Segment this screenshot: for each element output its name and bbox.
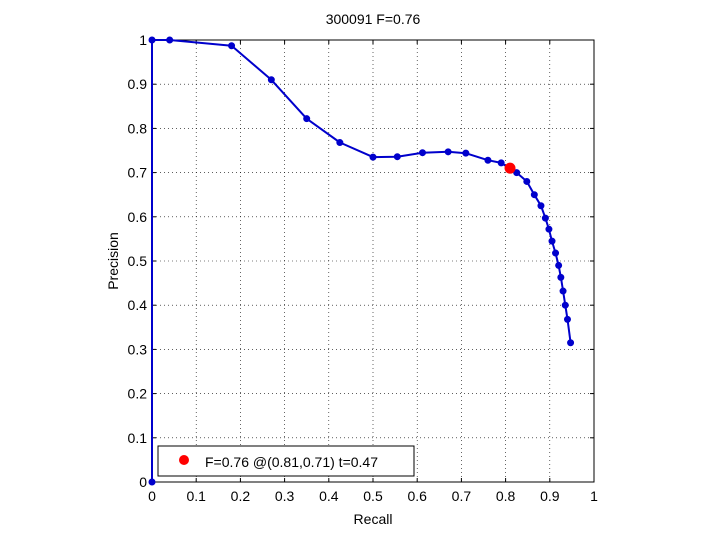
- y-tick-label: 1: [139, 32, 147, 48]
- pr-curve-point: [513, 169, 521, 177]
- y-tick-label: 0: [139, 474, 147, 490]
- pr-curve-point: [336, 139, 344, 147]
- pr-curve-point: [561, 301, 569, 309]
- pr-curve-point: [303, 115, 311, 123]
- pr-curve-point: [557, 273, 565, 281]
- y-tick-label: 0.5: [128, 253, 148, 269]
- pr-curve-point: [462, 149, 470, 157]
- y-tick-label: 0.2: [128, 386, 148, 402]
- legend-marker: [179, 455, 189, 465]
- x-axis-label: Recall: [354, 511, 393, 527]
- pr-curve-point: [497, 159, 505, 167]
- y-tick-label: 0.3: [128, 341, 148, 357]
- y-tick-label: 0.8: [128, 120, 148, 136]
- y-tick-label: 0.9: [128, 76, 148, 92]
- y-tick-label: 0.4: [128, 297, 148, 313]
- pr-curve-point: [530, 191, 538, 199]
- legend-box: [157, 445, 415, 477]
- pr-curve-point: [228, 42, 236, 50]
- pr-curve-point: [484, 156, 492, 164]
- x-tick-label: 0.4: [319, 488, 339, 504]
- pr-curve-point: [444, 148, 452, 156]
- pr-curve-point: [369, 153, 377, 161]
- pr-curve-point: [555, 261, 563, 269]
- pr-curve-point: [567, 339, 575, 347]
- y-tick-label: 0.6: [128, 209, 148, 225]
- y-axis-label: Precision: [105, 232, 121, 290]
- axis-ticks: 0 0.1 0.2 0.3 0.4 0.5 0.6 0.7 0.8 0.9 1 0 0.1 0.2 0.3 0…: [128, 32, 599, 504]
- pr-curve-point: [523, 177, 531, 185]
- pr-curve-point: [148, 36, 156, 44]
- pr-curve-point: [559, 287, 567, 295]
- x-tick-label: 0.7: [452, 488, 472, 504]
- x-tick-label: 0.3: [275, 488, 295, 504]
- pr-curve-point: [552, 249, 560, 257]
- best-f-point: [504, 162, 516, 174]
- x-tick-label: 0.2: [231, 488, 251, 504]
- pr-curve-point: [537, 202, 545, 210]
- x-tick-label: 0.9: [540, 488, 560, 504]
- x-tick-label: 0.5: [363, 488, 383, 504]
- pr-curve-point: [419, 149, 427, 157]
- x-tick-label: 0.6: [407, 488, 427, 504]
- y-tick-label: 0.1: [128, 430, 148, 446]
- pr-curve-point: [541, 214, 549, 222]
- x-tick-label: 0: [148, 488, 156, 504]
- pr-curve-point: [393, 153, 401, 161]
- legend: F=0.76 @(0.81,0.71) t=0.47: [157, 445, 415, 477]
- x-tick-label: 0.1: [186, 488, 206, 504]
- x-tick-label: 1: [590, 488, 598, 504]
- chart-title: 300091 F=0.76: [326, 11, 421, 27]
- y-tick-label: 0.7: [128, 165, 148, 181]
- x-tick-label: 0.8: [496, 488, 516, 504]
- pr-curve-point: [545, 225, 553, 233]
- pr-curve-point: [267, 76, 275, 84]
- grid: [152, 40, 594, 482]
- legend-label: F=0.76 @(0.81,0.71) t=0.47: [205, 454, 378, 470]
- pr-curve-point: [166, 36, 174, 44]
- pr-curve-point: [563, 315, 571, 323]
- pr-curve-point: [548, 237, 556, 245]
- pr-curve-point: [148, 478, 156, 486]
- series-layer: [148, 36, 575, 486]
